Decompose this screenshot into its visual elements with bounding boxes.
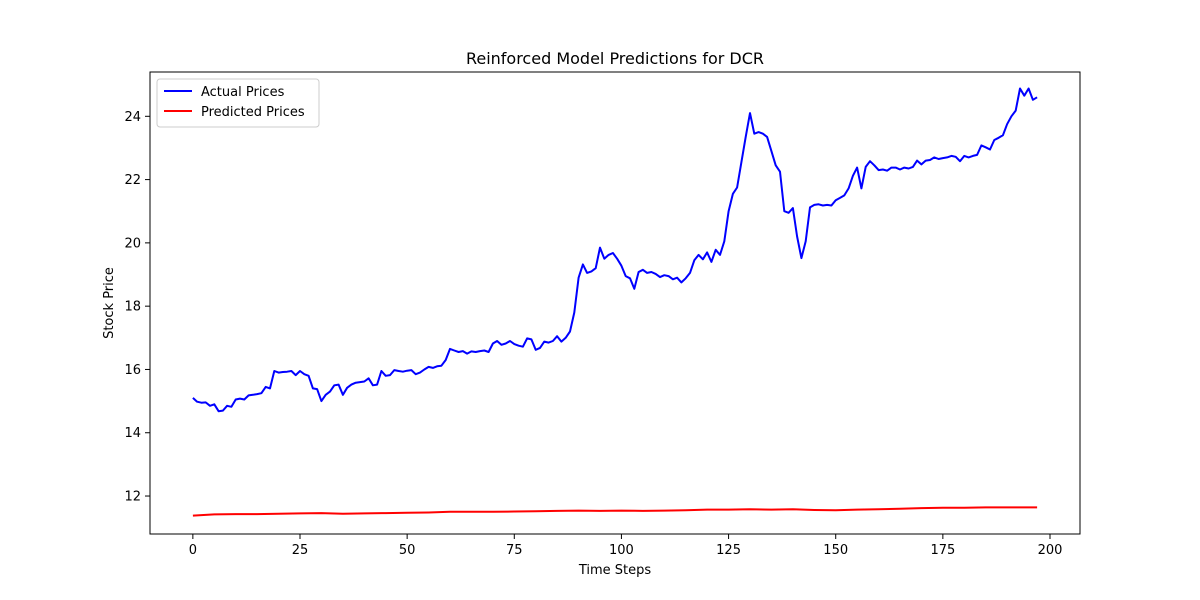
y-tick-label: 14 xyxy=(124,426,141,441)
x-axis: 0 25 50 75 100 125 150 175 200 xyxy=(189,534,1063,558)
x-axis-title: Time Steps xyxy=(578,563,652,578)
x-tick-label: 100 xyxy=(609,543,634,558)
x-tick-label: 150 xyxy=(823,543,848,558)
x-tick-label: 0 xyxy=(189,543,197,558)
series-line-actual xyxy=(192,87,1038,413)
series-line-predicted xyxy=(192,506,1038,517)
x-tick-label: 25 xyxy=(292,543,309,558)
legend-box xyxy=(156,78,320,128)
y-tick-label: 20 xyxy=(124,236,141,251)
x-tick-label: 125 xyxy=(716,543,741,558)
y-axis: 12 14 16 18 20 22 24 xyxy=(124,110,150,505)
plot-area-frame xyxy=(149,71,1081,535)
legend-label-actual: Actual Prices xyxy=(201,85,285,100)
legend-label-predicted: Predicted Prices xyxy=(201,105,305,120)
y-tick-label: 12 xyxy=(124,490,141,505)
y-tick-label: 16 xyxy=(124,363,141,378)
chart-title: Reinforced Model Predictions for DCR xyxy=(466,49,764,68)
x-tick-label: 75 xyxy=(506,543,523,558)
y-tick-label: 18 xyxy=(124,300,141,315)
y-axis-title: Stock Price xyxy=(102,267,117,339)
x-tick-label: 175 xyxy=(930,543,955,558)
y-tick-label: 24 xyxy=(124,110,141,125)
y-tick-label: 22 xyxy=(124,173,141,188)
x-tick-label: 50 xyxy=(399,543,416,558)
x-tick-label: 200 xyxy=(1038,543,1063,558)
legend: Actual Prices Predicted Prices xyxy=(156,78,320,128)
series-layer xyxy=(192,87,1038,517)
